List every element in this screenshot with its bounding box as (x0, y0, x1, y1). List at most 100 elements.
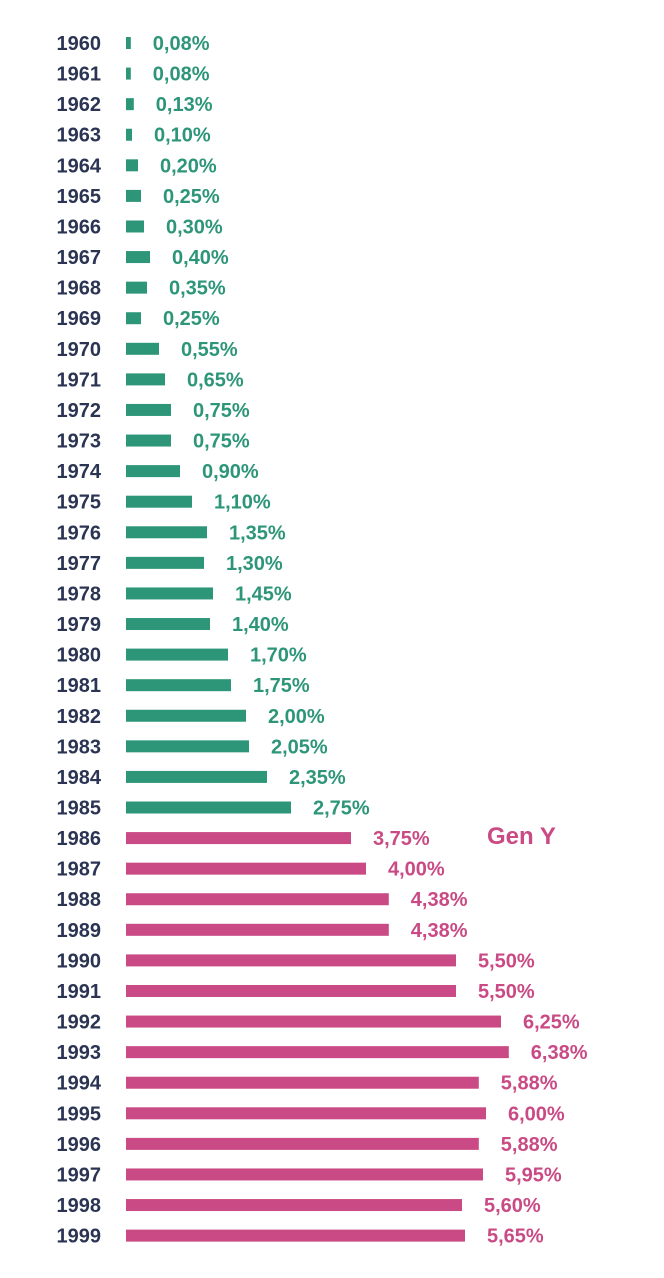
year-label-1960: 1960 (57, 33, 102, 55)
value-label-1964: 0,20% (160, 155, 217, 177)
value-label-1962: 0,13% (156, 94, 213, 116)
bar-1960 (126, 37, 131, 49)
value-label-1974: 0,90% (202, 461, 259, 483)
value-label-1975: 1,10% (214, 492, 271, 514)
year-label-1984: 1984 (57, 767, 102, 789)
value-label-1983: 2,05% (271, 736, 328, 758)
bar-1986 (126, 832, 351, 845)
year-label-1962: 1962 (57, 94, 102, 116)
year-label-1990: 1990 (57, 950, 102, 972)
bar-1985 (126, 801, 291, 814)
year-label-1991: 1991 (57, 981, 102, 1003)
bar-1968 (126, 281, 147, 294)
bar-1966 (126, 220, 144, 233)
value-label-1965: 0,25% (163, 186, 220, 208)
bar-1999 (126, 1229, 465, 1242)
value-label-1991: 5,50% (478, 981, 535, 1003)
year-label-1968: 1968 (57, 278, 102, 300)
bar-1971 (126, 373, 165, 386)
year-label-1989: 1989 (57, 920, 102, 942)
bar-1975 (126, 495, 192, 508)
value-label-1979: 1,40% (232, 614, 289, 636)
year-label-1970: 1970 (57, 339, 102, 361)
bar-1987 (126, 862, 366, 875)
value-label-1988: 4,38% (411, 889, 468, 911)
year-label-1996: 1996 (57, 1134, 102, 1156)
year-label-1981: 1981 (57, 675, 102, 697)
year-label-1992: 1992 (57, 1012, 102, 1034)
bar-1972 (126, 403, 171, 416)
year-label-1975: 1975 (57, 492, 102, 514)
value-label-1989: 4,38% (411, 920, 468, 942)
value-label-1993: 6,38% (531, 1042, 588, 1064)
bar-1974 (126, 465, 180, 478)
bars-layer (126, 37, 509, 1242)
value-label-1981: 1,75% (253, 675, 310, 697)
bar-1976 (126, 526, 207, 539)
bar-1992 (126, 1015, 501, 1028)
year-label-1967: 1967 (57, 247, 102, 269)
bar-1973 (126, 434, 171, 447)
bar-1962 (126, 98, 134, 111)
year-label-1973: 1973 (57, 431, 102, 453)
value-label-1984: 2,35% (289, 767, 346, 789)
value-label-1968: 0,35% (169, 278, 226, 300)
value-label-1961: 0,08% (153, 64, 210, 86)
year-label-1976: 1976 (57, 522, 102, 544)
bar-1989 (126, 923, 389, 936)
bar-1993 (126, 1046, 509, 1059)
value-label-1963: 0,10% (154, 125, 211, 147)
year-label-1994: 1994 (57, 1073, 102, 1095)
value-label-1976: 1,35% (229, 522, 286, 544)
year-label-1982: 1982 (57, 706, 102, 728)
year-label-1985: 1985 (57, 798, 102, 820)
year-label-1966: 1966 (57, 216, 102, 238)
value-label-1987: 4,00% (388, 859, 445, 881)
value-label-1980: 1,70% (250, 645, 307, 667)
bar-1965 (126, 189, 141, 202)
year-label-1997: 1997 (57, 1164, 102, 1186)
year-label-1965: 1965 (57, 186, 102, 208)
bar-1995 (126, 1107, 486, 1120)
year-labels: 1960 1961 1962 1963 1964 1965 1966 1967 1968 1969… (57, 33, 102, 1248)
year-label-1971: 1971 (57, 369, 102, 391)
bar-1977 (126, 556, 204, 569)
value-labels: 0,08% 0,08% 0,13% 0,10% 0,20% 0,25% 0,30% 0,40%… (153, 33, 588, 1248)
year-label-1964: 1964 (57, 155, 102, 177)
annotations: Gen Y (487, 823, 556, 850)
year-label-1969: 1969 (57, 308, 102, 330)
year-label-1983: 1983 (57, 736, 102, 758)
value-label-1986: 3,75% (373, 828, 430, 850)
bar-1988 (126, 893, 389, 906)
value-label-1969: 0,25% (163, 308, 220, 330)
value-label-1971: 0,65% (187, 369, 244, 391)
bar-1984 (126, 770, 267, 783)
value-label-1999: 5,65% (487, 1226, 544, 1248)
year-label-1961: 1961 (57, 64, 102, 86)
year-label-1963: 1963 (57, 125, 102, 147)
year-label-1974: 1974 (57, 461, 102, 483)
value-label-1973: 0,75% (193, 431, 250, 453)
year-label-1978: 1978 (57, 583, 102, 605)
year-label-1999: 1999 (57, 1226, 102, 1248)
bar-1969 (126, 312, 141, 325)
year-label-1988: 1988 (57, 889, 102, 911)
bar-1979 (126, 618, 210, 631)
year-label-1995: 1995 (57, 1103, 102, 1125)
bar-1980 (126, 648, 228, 661)
year-label-1980: 1980 (57, 645, 102, 667)
value-label-1992: 6,25% (523, 1012, 580, 1034)
year-label-1986: 1986 (57, 828, 102, 850)
bar-1963 (126, 128, 132, 141)
value-label-1972: 0,75% (193, 400, 250, 422)
bar-1997 (126, 1168, 483, 1181)
bar-1964 (126, 159, 138, 172)
year-label-1979: 1979 (57, 614, 102, 636)
group-annotation: Gen Y (487, 823, 556, 850)
year-label-1993: 1993 (57, 1042, 102, 1064)
value-label-1982: 2,00% (268, 706, 325, 728)
bar-1982 (126, 709, 246, 722)
bar-1978 (126, 587, 213, 600)
year-label-1977: 1977 (57, 553, 102, 575)
